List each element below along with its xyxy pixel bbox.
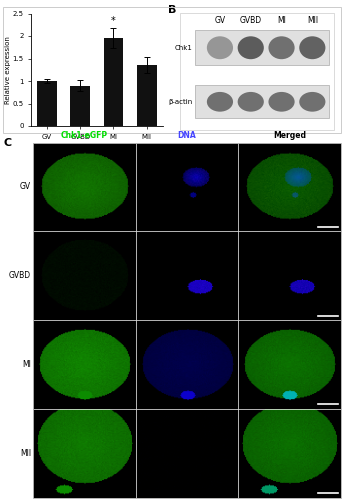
- Ellipse shape: [207, 92, 233, 112]
- Ellipse shape: [268, 92, 295, 112]
- Text: Chk1: Chk1: [174, 45, 192, 51]
- Text: MII: MII: [20, 448, 31, 458]
- Bar: [137, 65, 157, 126]
- Text: GV: GV: [215, 16, 226, 25]
- Y-axis label: Relative expression: Relative expression: [5, 36, 11, 104]
- Text: MII: MII: [307, 16, 318, 25]
- Bar: [37, 81, 57, 126]
- Text: Chk1-eGFP: Chk1-eGFP: [61, 132, 108, 140]
- Ellipse shape: [268, 36, 295, 59]
- Ellipse shape: [207, 36, 233, 59]
- FancyBboxPatch shape: [195, 86, 329, 118]
- Ellipse shape: [299, 36, 326, 59]
- Bar: [70, 86, 90, 126]
- Text: B: B: [167, 6, 176, 16]
- Text: *: *: [111, 16, 116, 26]
- Text: GVBD: GVBD: [240, 16, 262, 25]
- Text: MI: MI: [22, 360, 31, 369]
- Text: GV: GV: [20, 182, 31, 192]
- Text: DNA: DNA: [177, 132, 196, 140]
- Text: β-actin: β-actin: [168, 99, 192, 105]
- Text: C: C: [3, 138, 11, 148]
- FancyBboxPatch shape: [195, 30, 329, 66]
- Bar: [103, 38, 124, 126]
- Text: GVBD: GVBD: [9, 271, 31, 280]
- Text: MI: MI: [277, 16, 286, 25]
- Ellipse shape: [238, 92, 264, 112]
- Text: Merged: Merged: [273, 132, 306, 140]
- Ellipse shape: [299, 92, 326, 112]
- Ellipse shape: [238, 36, 264, 59]
